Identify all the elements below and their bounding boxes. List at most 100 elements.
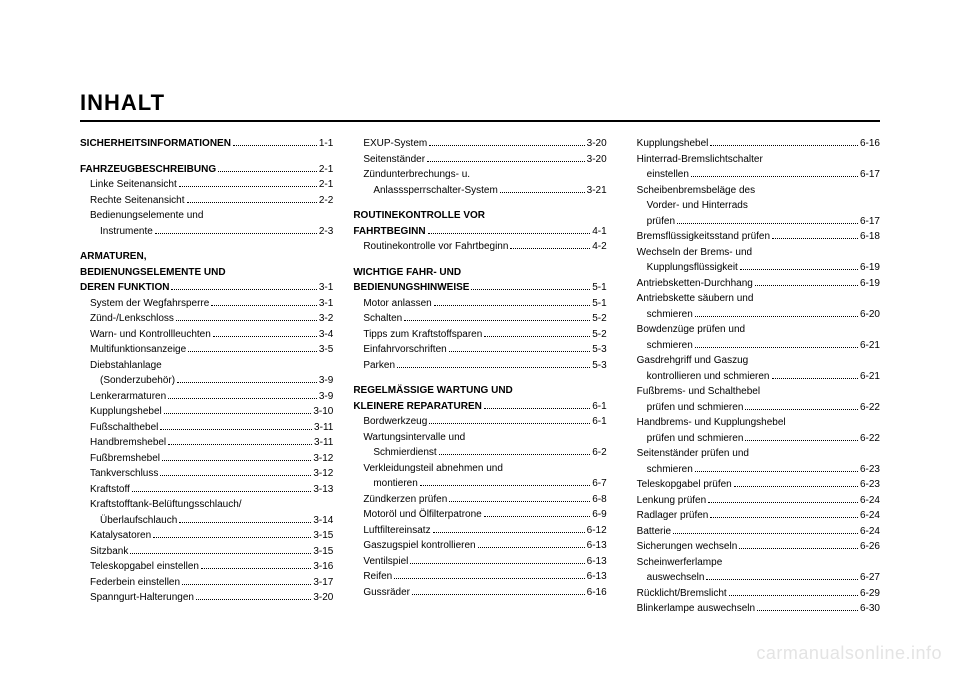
toc-entry: Einfahrvorschriften5-3: [353, 342, 606, 358]
toc-label: Fußbrems- und Schalthebel: [637, 384, 760, 400]
spacer: [353, 255, 606, 265]
toc-label: Scheibenbremsbeläge des: [637, 183, 755, 199]
toc-entry: Fußschalthebel3-11: [80, 420, 333, 436]
toc-page: 6-9: [592, 507, 606, 523]
toc-entry: prüfen und schmieren6-22: [627, 431, 880, 447]
leader-dots: [404, 312, 590, 321]
title-rule: [80, 120, 880, 122]
leader-dots: [168, 390, 317, 399]
leader-dots: [755, 277, 858, 286]
toc-page: 2-2: [319, 193, 333, 209]
toc-entry: Katalysatoren3-15: [80, 528, 333, 544]
toc-label: Anlasssperrschalter-System: [373, 183, 497, 199]
toc-label: FAHRTBEGINN: [353, 224, 425, 240]
toc-label: Tipps zum Kraftstoffsparen: [363, 327, 482, 343]
toc-text-line: Verkleidungsteil abnehmen und: [353, 461, 606, 477]
toc-entry: Parken5-3: [353, 358, 606, 374]
toc-entry: kontrollieren und schmieren6-21: [627, 369, 880, 385]
toc-label: Lenkerarmaturen: [90, 389, 166, 405]
toc-page: 3-5: [319, 342, 333, 358]
leader-dots: [757, 602, 858, 611]
toc-page: 3-17: [313, 575, 333, 591]
toc-page: 6-24: [860, 524, 880, 540]
leader-dots: [484, 328, 590, 337]
toc-page: 6-24: [860, 508, 880, 524]
leader-dots: [449, 493, 590, 502]
toc-label: Rücklicht/Bremslicht: [637, 586, 727, 602]
leader-dots: [434, 297, 591, 306]
toc-entry: Rücklicht/Bremslicht6-29: [627, 586, 880, 602]
leader-dots: [427, 153, 585, 162]
toc-entry: Blinkerlampe auswechseln6-30: [627, 601, 880, 617]
leader-dots: [739, 540, 858, 549]
toc-columns: SICHERHEITSINFORMATIONEN1-1FAHRZEUGBESCH…: [80, 136, 880, 617]
toc-label: Batterie: [637, 524, 671, 540]
toc-page: 1-1: [319, 136, 333, 152]
toc-entry: Lenkerarmaturen3-9: [80, 389, 333, 405]
toc-text-line: Scheibenbremsbeläge des: [627, 183, 880, 199]
toc-page: 3-11: [314, 420, 333, 436]
toc-text-line: Hinterrad-Bremslichtschalter: [627, 152, 880, 168]
leader-dots: [213, 328, 317, 337]
toc-entry: Seitenständer3-20: [353, 152, 606, 168]
leader-dots: [484, 400, 590, 409]
toc-label: Bedienungselemente und: [90, 208, 203, 224]
toc-label: Parken: [363, 358, 395, 374]
toc-label: Sicherungen wechseln: [637, 539, 738, 555]
toc-text-line: BEDIENUNGSELEMENTE UND: [80, 265, 333, 281]
toc-label: Kupplungshebel: [637, 136, 709, 152]
toc-label: Routinekontrolle vor Fahrtbeginn: [363, 239, 508, 255]
toc-label: Bremsflüssigkeitsstand prüfen: [637, 229, 770, 245]
leader-dots: [691, 168, 858, 177]
toc-section-entry: FAHRTBEGINN4-1: [353, 224, 606, 240]
toc-label: (Sonderzubehör): [100, 373, 175, 389]
toc-label: Seitenständer prüfen und: [637, 446, 749, 462]
toc-page: 3-14: [313, 513, 333, 529]
toc-page: 6-26: [860, 539, 880, 555]
toc-label: Reifen: [363, 569, 392, 585]
toc-label: Zündunterbrechungs- u.: [363, 167, 470, 183]
toc-page: 6-23: [860, 477, 880, 493]
toc-label: EXUP-System: [363, 136, 427, 152]
leader-dots: [729, 587, 858, 596]
toc-entry: Linke Seitenansicht2-1: [80, 177, 333, 193]
toc-page: 2-3: [319, 224, 333, 240]
toc-label: Zündkerzen prüfen: [363, 492, 447, 508]
toc-entry: Schalten5-2: [353, 311, 606, 327]
leader-dots: [478, 539, 585, 548]
toc-entry: auswechseln6-27: [627, 570, 880, 586]
toc-page: 6-27: [860, 570, 880, 586]
toc-entry: Anlasssperrschalter-System3-21: [353, 183, 606, 199]
toc-entry: Rechte Seitenansicht2-2: [80, 193, 333, 209]
toc-label: Spanngurt-Halterungen: [90, 590, 194, 606]
toc-page: 2-1: [319, 162, 333, 178]
toc-entry: prüfen6-17: [627, 214, 880, 230]
toc-text-line: Handbrems- und Kupplungshebel: [627, 415, 880, 431]
leader-dots: [187, 194, 317, 203]
toc-text-line: Scheinwerferlampe: [627, 555, 880, 571]
toc-entry: Radlager prüfen 6-24: [627, 508, 880, 524]
toc-label: prüfen und schmieren: [647, 400, 744, 416]
toc-entry: Bremsflüssigkeitsstand prüfen6-18: [627, 229, 880, 245]
leader-dots: [188, 343, 317, 352]
leader-dots: [695, 308, 858, 317]
toc-page: 6-16: [587, 585, 607, 601]
toc-page: 3-11: [314, 435, 333, 451]
toc-page: 6-8: [592, 492, 606, 508]
leader-dots: [162, 452, 311, 461]
toc-page: 6-16: [860, 136, 880, 152]
leader-dots: [164, 405, 312, 414]
toc-label: Radlager prüfen: [637, 508, 709, 524]
watermark: carmanualsonline.info: [756, 643, 942, 664]
toc-label: Handbrems- und Kupplungshebel: [637, 415, 786, 431]
toc-column: Kupplungshebel 6-16Hinterrad-Bremslichtsc…: [627, 136, 880, 617]
toc-text-line: Seitenständer prüfen und: [627, 446, 880, 462]
toc-page: 5-1: [592, 280, 606, 296]
toc-label: kontrollieren und schmieren: [647, 369, 770, 385]
toc-label: Kupplungshebel: [90, 404, 162, 420]
toc-page: 3-15: [313, 544, 333, 560]
toc-entry: Kupplungshebel 6-16: [627, 136, 880, 152]
toc-entry: Teleskopgabel prüfen6-23: [627, 477, 880, 493]
toc-entry: Batterie 6-24: [627, 524, 880, 540]
toc-page: 5-2: [592, 311, 606, 327]
